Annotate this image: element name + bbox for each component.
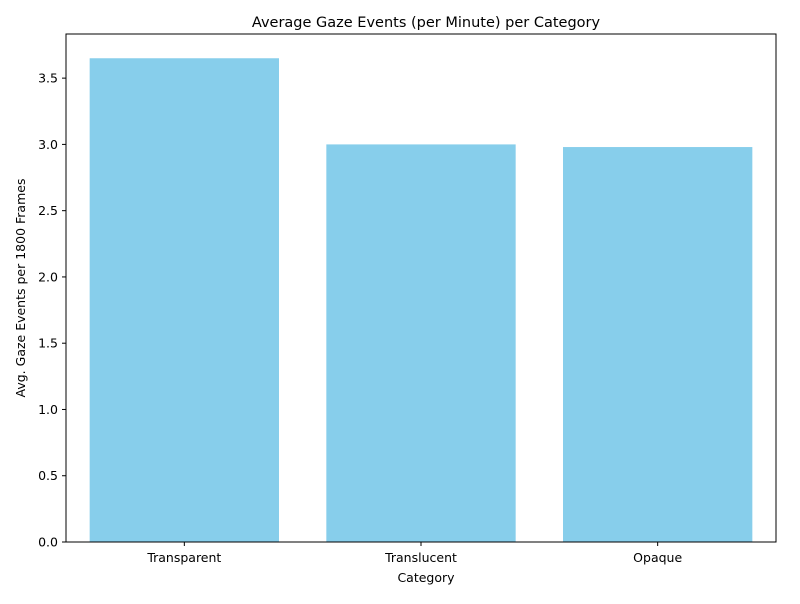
y-tick-label: 0.0 — [38, 535, 58, 550]
bars-layer — [89, 58, 753, 542]
plot-frame — [65, 33, 777, 543]
bar-translucent — [326, 144, 516, 542]
chart-title: Average Gaze Events (per Minute) per Cat… — [252, 15, 601, 31]
y-tick-label: 1.5 — [38, 336, 58, 351]
x-axis-label: Category — [397, 570, 455, 585]
y-tick-label: 1.0 — [38, 402, 58, 417]
bar-transparent — [89, 58, 280, 542]
x-axis: Transparent Translucent Opaque — [146, 542, 682, 565]
x-tick-label: Opaque — [633, 550, 682, 565]
y-tick-label: 0.5 — [38, 468, 58, 483]
y-tick-label: 3.5 — [38, 71, 58, 86]
y-tick-label: 2.5 — [38, 203, 58, 218]
y-axis-label: Avg. Gaze Events per 1800 Frames — [13, 179, 28, 398]
x-tick-label: Transparent — [146, 550, 221, 565]
y-axis: 0.0 0.5 1.0 1.5 2.0 2.5 3.0 3.5 — [38, 71, 66, 550]
y-tick-label: 3.0 — [38, 137, 58, 152]
x-tick-label: Translucent — [384, 550, 457, 565]
y-tick-label: 2.0 — [38, 269, 58, 284]
bar-opaque — [563, 147, 753, 542]
